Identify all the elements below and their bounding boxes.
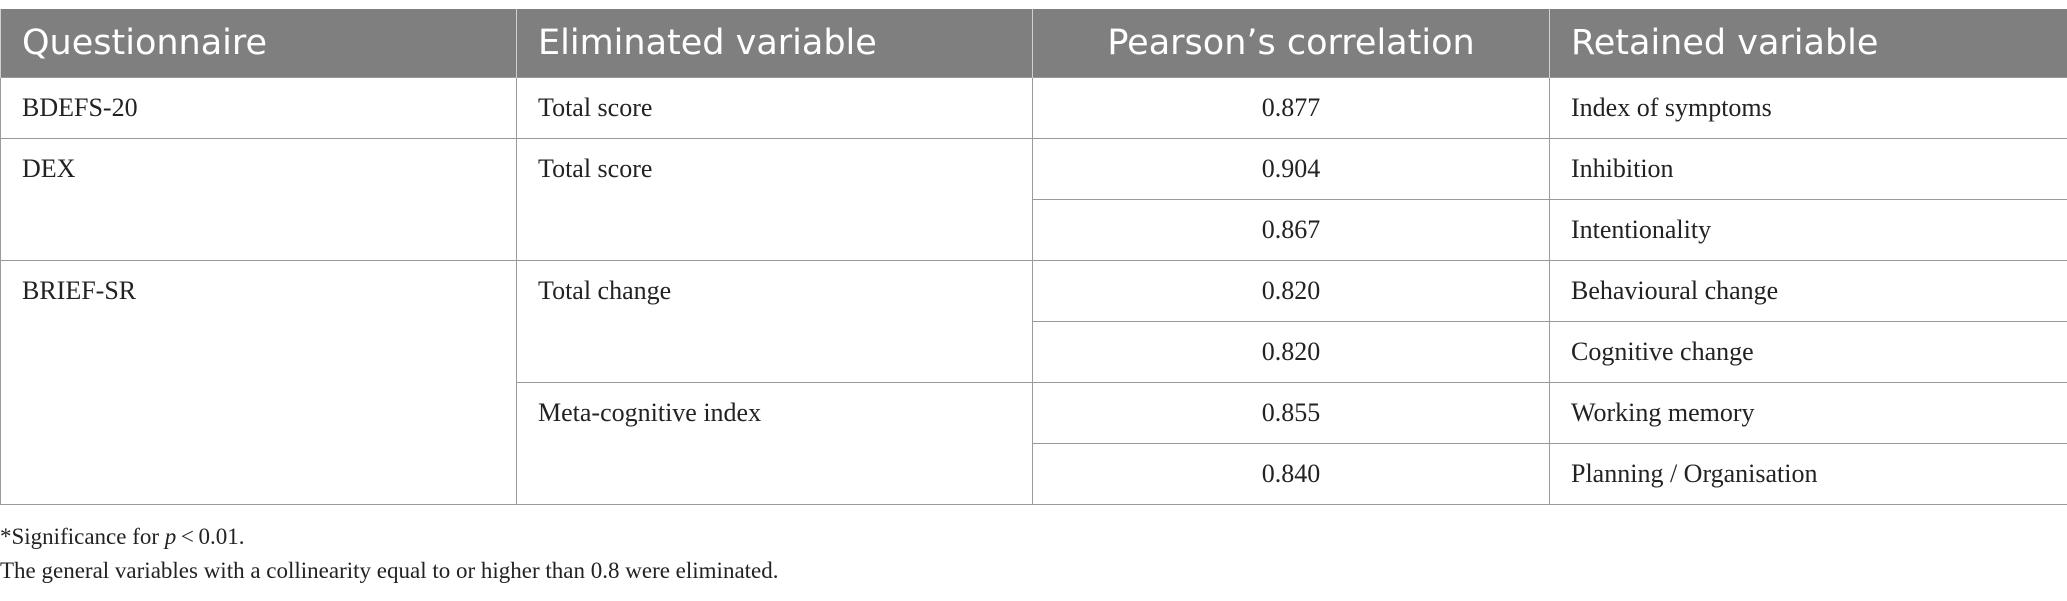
table-row: BRIEF-SR Total change 0.820 Behavioural … [0, 260, 2067, 505]
retained-variable-cell: Cognitive change [1549, 321, 2067, 383]
retained-variable-cell: Inhibition [1549, 138, 2067, 200]
correlation-cell: 0.904 [1032, 138, 1550, 200]
correlation-cell: 0.855 [1032, 382, 1550, 444]
header-pearson-correlation: Pearson’s correlation [1032, 9, 1550, 78]
significance-note: *Significance for p < 0.01. [0, 520, 779, 554]
collinearity-note: The general variables with a collinearit… [0, 558, 779, 583]
eliminated-variable-cell: Meta-cognitive index [516, 382, 1033, 505]
retained-variable-cell: Intentionality [1549, 199, 2067, 261]
retained-variable-cell: Planning / Organisation [1549, 443, 2067, 505]
table-row: Meta-cognitive index 0.855 Working memor… [1, 382, 2067, 505]
significance-note-prefix: *Significance for [0, 524, 165, 549]
correlation-table-container: Questionnaire Eliminated variable Pearso… [0, 9, 2067, 505]
questionnaire-cell: BDEFS-20 [0, 77, 517, 139]
correlation-cell: 0.840 [1032, 443, 1550, 505]
correlation-cell: 0.820 [1032, 260, 1550, 322]
retained-variable-cell: Working memory [1549, 382, 2067, 444]
questionnaire-cell: BRIEF-SR [0, 260, 517, 505]
correlation-cell: 0.867 [1032, 199, 1550, 261]
significance-note-variable: p [164, 524, 177, 549]
correlation-cell: 0.820 [1032, 321, 1550, 383]
table-header-row: Questionnaire Eliminated variable Pearso… [0, 9, 2067, 78]
eliminated-variable-cell: Total change [516, 260, 1033, 383]
correlation-table: Questionnaire Eliminated variable Pearso… [0, 9, 2067, 505]
table-row: BDEFS-20 Total score 0.877 Index of symp… [0, 77, 2067, 139]
header-questionnaire: Questionnaire [0, 9, 517, 78]
table-footnotes: *Significance for p < 0.01. The general … [0, 520, 779, 588]
retained-variable-cell: Index of symptoms [1549, 77, 2067, 139]
table-row: 0.867 Intentionality [1, 199, 2067, 261]
correlation-cell: 0.877 [1032, 77, 1550, 139]
significance-note-threshold: < 0.01. [176, 524, 245, 549]
table-row: DEX Total score 0.904 Inhibition [0, 138, 2067, 261]
questionnaire-cell: DEX [0, 138, 517, 261]
eliminated-variable-cell: Total score [516, 77, 1033, 139]
eliminated-variable-cell: Total score [516, 138, 1033, 261]
table-row: 0.840 Planning / Organisation [1, 443, 2067, 505]
header-eliminated-variable: Eliminated variable [516, 9, 1033, 78]
retained-variable-cell: Behavioural change [1549, 260, 2067, 322]
header-retained-variable: Retained variable [1549, 9, 2067, 78]
